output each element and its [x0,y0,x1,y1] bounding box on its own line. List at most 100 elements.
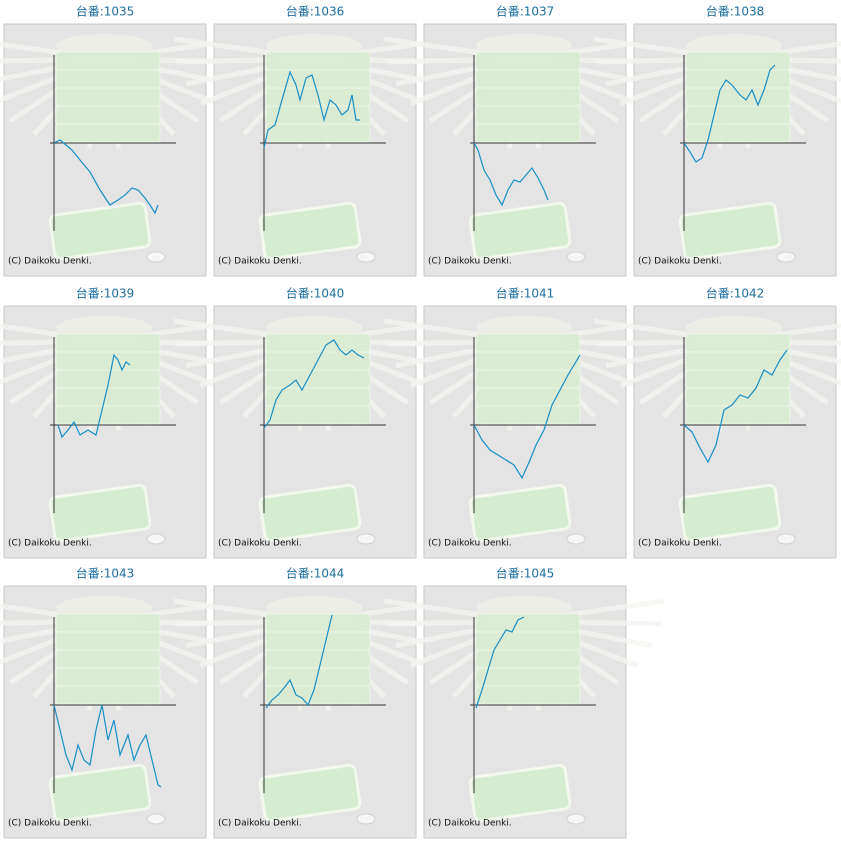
decor-box [55,387,161,407]
decor-box [475,387,581,407]
decor-box [475,405,581,425]
decor-tray [48,201,152,261]
decor-coin [566,533,586,545]
data-line [683,64,776,163]
decor-tray [678,483,782,543]
data-line [473,354,581,480]
decor-box [55,51,161,71]
chart-panel: (C) Daikoku Denki. [383,305,665,559]
decor-box [55,685,161,705]
decor-box [55,69,161,89]
decor-box [685,69,791,89]
chart-panel: (C) Daikoku Denki. [383,585,665,839]
data-line [475,616,525,709]
credit: (C) Daikoku Denki. [218,257,302,267]
decor-coin [146,533,166,545]
data-line [263,70,360,149]
chart-title: 台番:1040 [286,286,345,301]
decor-box [265,685,371,705]
decor-box [685,105,791,125]
credit: (C) Daikoku Denki. [638,539,722,549]
decor-box [475,123,581,143]
chart-title: 台番:1038 [706,4,765,19]
chart-title: 台番:1037 [496,4,555,19]
data-line [57,353,131,439]
decor-box [55,667,161,687]
decor-box [55,123,161,143]
data-line [683,349,788,464]
decor-coin [356,813,376,825]
chart-panel: (C) Daikoku Denki. [0,305,245,559]
decor-tray [48,763,152,823]
data-line [53,139,159,215]
chart-panel: (C) Daikoku Denki. [173,23,455,277]
decor-tray [258,483,362,543]
chart-panel: (C) Daikoku Denki. [173,585,455,839]
data-line [473,142,549,207]
credit: (C) Daikoku Denki. [218,539,302,549]
decor-tray [468,201,572,261]
decor-box [685,87,791,107]
decor-box [475,51,581,71]
chart-title: 台番:1043 [76,566,135,581]
decor-box [685,405,791,425]
decor-box [55,87,161,107]
decor-box [685,333,791,353]
decor-box [265,123,371,143]
decor-box [265,667,371,687]
chart-title: 台番:1044 [286,566,345,581]
decor-tray [258,763,362,823]
decor-box [475,105,581,125]
decor-box [265,649,371,669]
decor-box [55,649,161,669]
decor-box [475,351,581,371]
data-line [53,704,162,788]
decor-box [265,69,371,89]
chart-title: 台番:1036 [286,4,345,19]
decor-box [55,613,161,633]
decor-box [475,631,581,651]
decor-coin [356,533,376,545]
chart-title: 台番:1041 [496,286,555,301]
decor-box [475,613,581,633]
decor-box [475,69,581,89]
data-line [265,614,333,709]
decor-box [55,405,161,425]
decor-tray [258,201,362,261]
decor-box [265,51,371,71]
decor-coin [146,251,166,263]
chart-title: 台番:1035 [76,4,135,19]
decor-tray [48,483,152,543]
credit: (C) Daikoku Denki. [638,257,722,267]
chart-title: 台番:1039 [76,286,135,301]
chart-panel: (C) Daikoku Denki. [0,585,245,839]
credit: (C) Daikoku Denki. [8,257,92,267]
decor-box [55,351,161,371]
chart-panel: (C) Daikoku Denki. [173,305,455,559]
decor-box [685,351,791,371]
decor-box [685,123,791,143]
credit: (C) Daikoku Denki. [8,819,92,829]
decor-box [265,405,371,425]
decor-box [475,87,581,107]
credit: (C) Daikoku Denki. [428,819,512,829]
decor-coin [566,251,586,263]
chart-panel: (C) Daikoku Denki. [383,23,665,277]
decor-coin [776,533,796,545]
chart-title: 台番:1042 [706,286,765,301]
decor-box [265,333,371,353]
credit: (C) Daikoku Denki. [428,257,512,267]
decor-coin [356,251,376,263]
decor-box [55,333,161,353]
decor-box [265,369,371,389]
decor-tray [468,483,572,543]
chart-panel: (C) Daikoku Denki. [593,305,841,559]
decor-box [685,369,791,389]
decor-box [475,685,581,705]
decor-box [685,51,791,71]
decor-coin [776,251,796,263]
decor-box [55,631,161,651]
decor-tray [678,201,782,261]
decor-box [265,631,371,651]
